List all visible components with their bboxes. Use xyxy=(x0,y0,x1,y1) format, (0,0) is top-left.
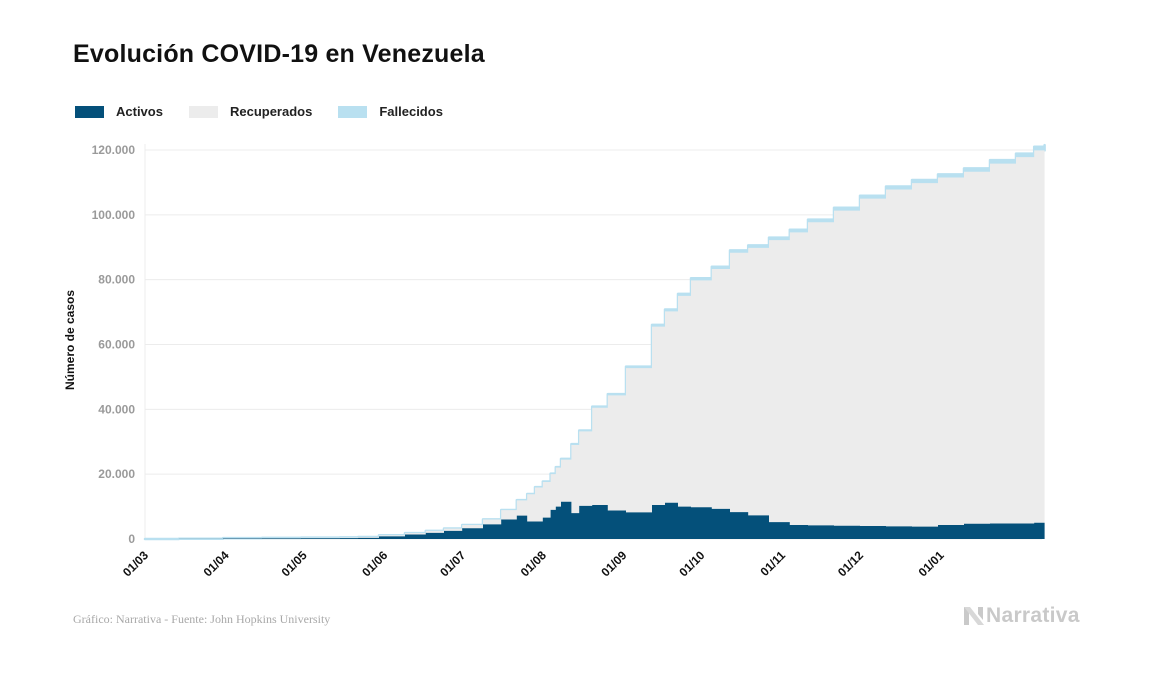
x-tick-label: 01/03 xyxy=(120,548,151,579)
y-tick-label: 40.000 xyxy=(98,402,135,416)
legend-item-activos[interactable]: Activos xyxy=(75,104,163,119)
x-tick-label: 01/05 xyxy=(279,548,310,579)
legend-label-fallecidos: Fallecidos xyxy=(379,104,443,119)
legend-item-recuperados[interactable]: Recuperados xyxy=(188,104,313,119)
x-tick-label: 01/04 xyxy=(201,548,232,579)
legend-label-activos: Activos xyxy=(116,104,163,119)
y-tick-label: 0 xyxy=(128,532,135,546)
x-axis-ticks: 01/03 01/04 01/05 01/06 01/07 01/08 01/09 01/10… xyxy=(120,548,947,579)
x-tick-label: 01/07 xyxy=(437,548,468,579)
area-recuperados xyxy=(145,148,1045,539)
legend: Activos Recuperados Fallecidos xyxy=(75,104,469,119)
y-axis-ticks: 0 20.000 40.000 60.000 80.000 100.000 120.000 xyxy=(92,143,136,546)
brand-logo[interactable]: Narrativa xyxy=(963,604,1080,628)
chart-title: Evolución COVID-19 en Venezuela xyxy=(73,40,485,68)
area-activos xyxy=(145,501,1045,539)
x-tick-label: 01/06 xyxy=(359,548,390,579)
narrativa-logo-icon xyxy=(964,607,984,625)
y-tick-label: 100.000 xyxy=(92,208,136,222)
x-tick-label: 01/10 xyxy=(676,548,707,579)
x-tick-label: 01/12 xyxy=(835,548,866,579)
y-tick-label: 20.000 xyxy=(98,467,135,481)
legend-swatch-activos xyxy=(75,105,104,118)
legend-item-fallecidos[interactable]: Fallecidos xyxy=(338,104,443,119)
y-tick-label: 120.000 xyxy=(92,143,136,157)
x-tick-label: 01/11 xyxy=(757,548,788,579)
brand-name: Narrativa xyxy=(986,604,1080,627)
x-tick-label: 01/09 xyxy=(598,548,629,579)
legend-swatch-fallecidos xyxy=(338,105,368,118)
y-tick-label: 60.000 xyxy=(98,338,135,352)
legend-label-recuperados: Recuperados xyxy=(229,104,313,119)
source-credit: Gráfico: Narrativa - Fuente: John Hopkin… xyxy=(73,612,331,626)
x-tick-label: 01/01 xyxy=(916,548,947,579)
y-tick-label: 80.000 xyxy=(98,273,135,287)
area-series xyxy=(143,143,1046,541)
legend-swatch-recuperados xyxy=(188,105,218,118)
x-tick-label: 01/08 xyxy=(518,548,549,579)
